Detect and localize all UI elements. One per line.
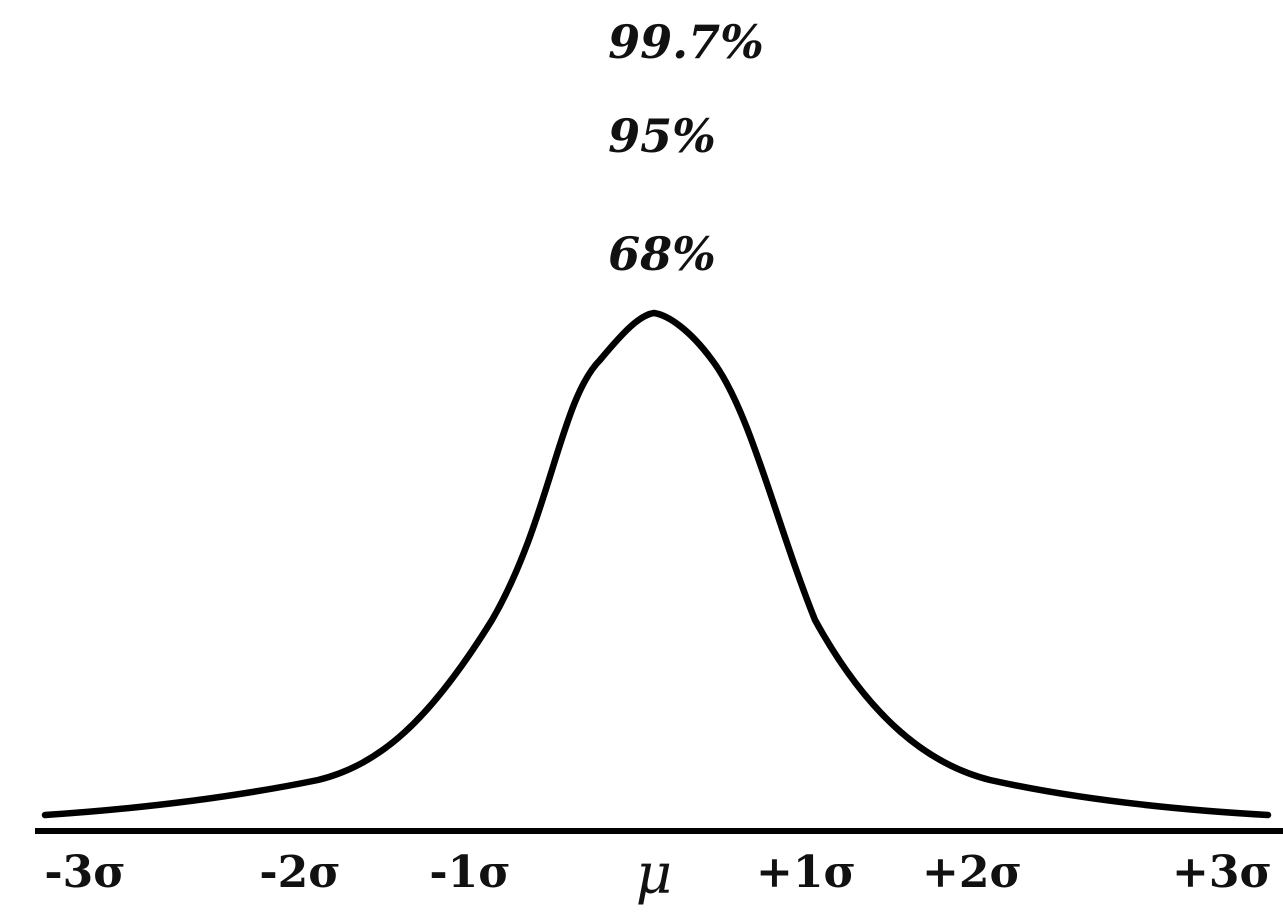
bell-curve [41, 309, 1272, 819]
tick-mu: μ [636, 842, 672, 907]
tick-minus-1-sigma: -1σ [429, 847, 510, 898]
tick-minus-2-sigma: -2σ [259, 847, 340, 898]
label-99-7-percent: 99.7% [608, 15, 764, 69]
tick-plus-1-sigma: +1σ [756, 847, 856, 898]
label-68-percent: 68% [608, 227, 716, 281]
tick-plus-3-sigma: +3σ [1172, 847, 1272, 898]
label-95-percent: 95% [608, 109, 716, 163]
tick-minus-3-sigma: -3σ [44, 847, 125, 898]
tick-plus-2-sigma: +2σ [922, 847, 1022, 898]
